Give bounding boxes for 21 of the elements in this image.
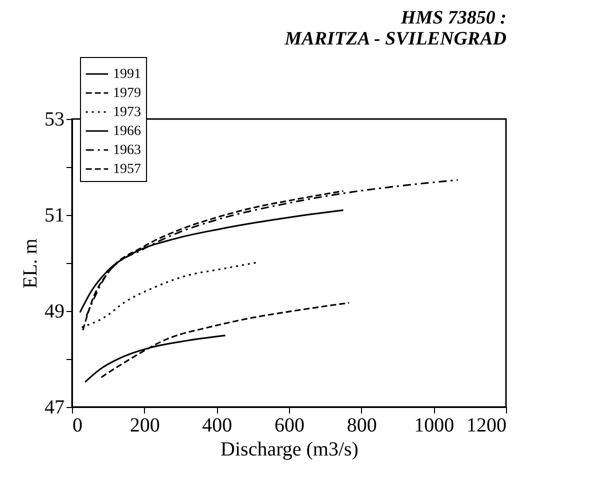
y-tick-label: 51 [44,204,64,226]
x-tick-label: 1200 [466,414,506,436]
x-tick-label: 0 [72,414,82,436]
legend-label: 1979 [113,86,141,101]
legend-label: 1973 [113,105,141,120]
legend-label: 1991 [113,67,141,82]
x-tick-label: 1000 [414,414,454,436]
text: MARITZA - SVILENGRAD [284,28,506,50]
legend-label: 1957 [113,162,141,177]
x-tick-label: 200 [130,414,160,436]
legend-label: 1963 [113,143,141,158]
x-axis-title: Discharge (m3/s) [220,438,358,460]
y-tick-label: 47 [44,396,64,418]
x-tick-label: 400 [202,414,232,436]
x-tick-label: 600 [274,414,304,436]
x-tick-label: 800 [346,414,377,436]
legend-label: 1966 [113,124,141,139]
y-tick-label: 49 [44,300,64,322]
y-axis-title: EL. m [20,238,42,288]
text: HMS 73850 : [400,8,506,28]
y-tick-label: 53 [44,108,64,130]
